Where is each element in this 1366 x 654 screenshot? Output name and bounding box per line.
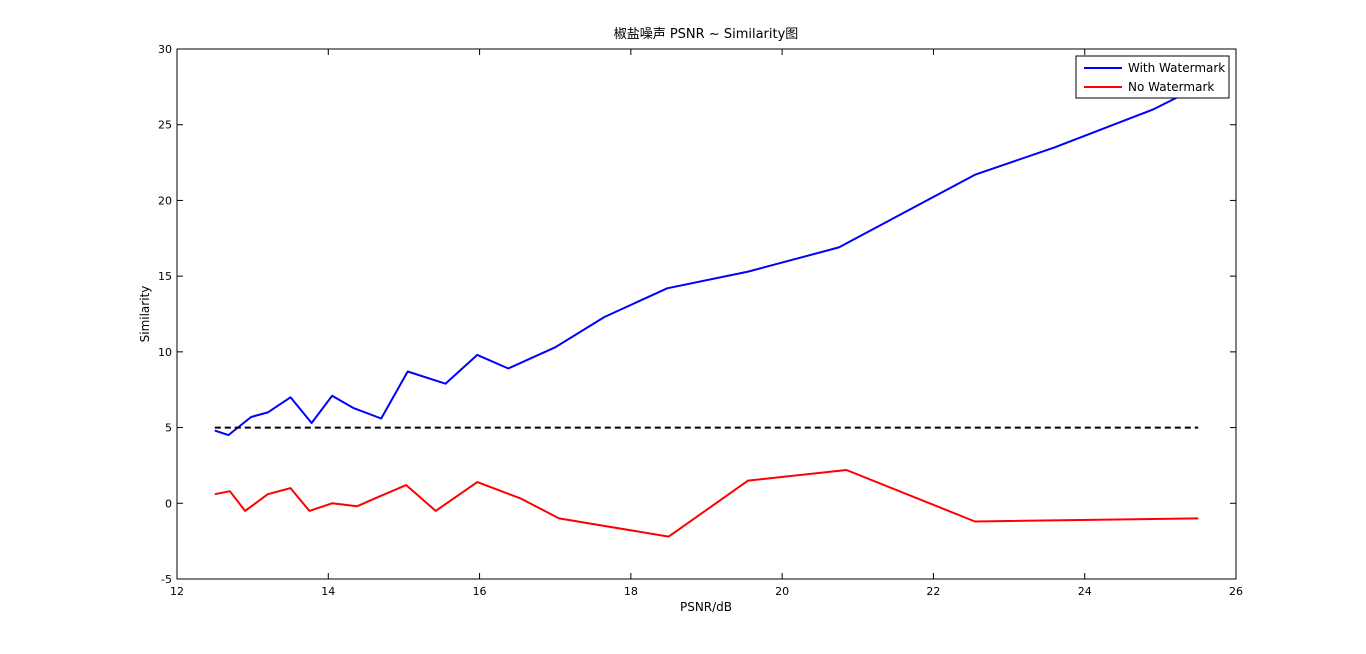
x-tick-label: 20 [775,585,789,598]
x-tick-label: 16 [473,585,487,598]
legend: With Watermark No Watermark [1075,55,1230,99]
y-tick-label: 5 [165,422,172,435]
legend-label: No Watermark [1128,80,1214,94]
series-line-2 [214,469,1199,538]
y-tick-label: 25 [158,119,172,132]
legend-label: With Watermark [1128,61,1225,75]
x-tick-label: 18 [624,585,638,598]
ticks: 12 14 16 18 20 22 24 26 -5 0 5 10 15 20 25 30 [158,43,1243,598]
x-tick-label: 24 [1078,585,1092,598]
y-axis-label: Similarity [138,286,152,343]
y-tick-label: 10 [158,346,172,359]
series-line-1 [214,86,1199,437]
series-group [214,86,1199,538]
x-axis-label: PSNR/dB [680,600,732,614]
x-tick-label: 14 [321,585,335,598]
y-tick-label: 30 [158,43,172,56]
plot-area [176,48,1237,580]
y-tick-label: 20 [158,194,172,207]
chart-title: 椒盐噪声 PSNR ~ Similarity图 [614,27,799,42]
x-tick-label: 26 [1229,585,1243,598]
y-tick-label: -5 [161,573,172,586]
y-tick-label: 15 [158,270,172,283]
x-tick-label: 22 [926,585,940,598]
x-tick-label: 12 [170,585,184,598]
legend-box [1075,55,1230,99]
y-tick-label: 0 [165,497,172,510]
